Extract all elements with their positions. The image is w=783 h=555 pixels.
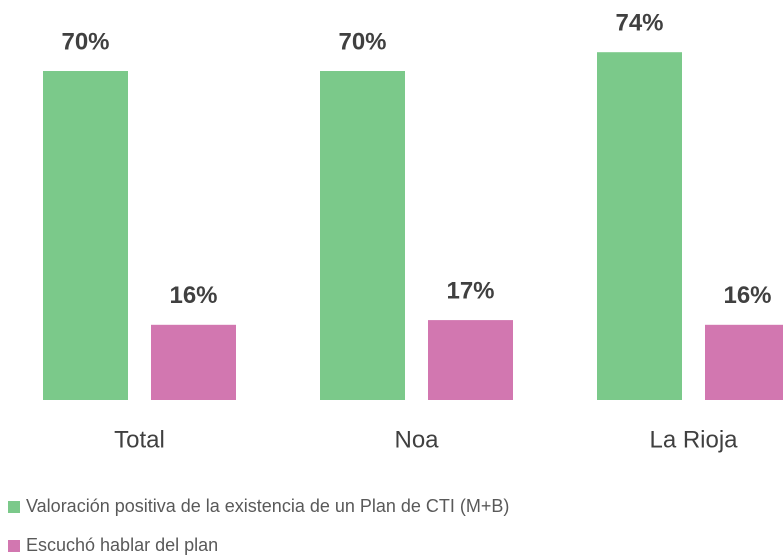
- x-tick-label: Noa: [394, 426, 439, 453]
- bar: [597, 52, 682, 400]
- x-tick-label: La Rioja: [649, 426, 738, 453]
- data-label: 17%: [446, 277, 494, 304]
- x-tick-label: Total: [114, 426, 165, 453]
- data-label: 70%: [338, 28, 386, 55]
- bar: [320, 71, 405, 400]
- legend-label: Valoración positiva de la existencia de …: [26, 496, 509, 516]
- legend-swatch: [8, 501, 20, 513]
- data-label: 70%: [61, 28, 109, 55]
- bar: [705, 324, 783, 400]
- data-label: 74%: [615, 10, 663, 37]
- data-label: 16%: [723, 282, 771, 309]
- bar: [43, 71, 128, 400]
- data-label: 16%: [169, 282, 217, 309]
- bar: [428, 320, 513, 400]
- legend-swatch: [8, 540, 20, 552]
- legend-label: Escuchó hablar del plan: [26, 535, 218, 555]
- bar: [151, 324, 236, 400]
